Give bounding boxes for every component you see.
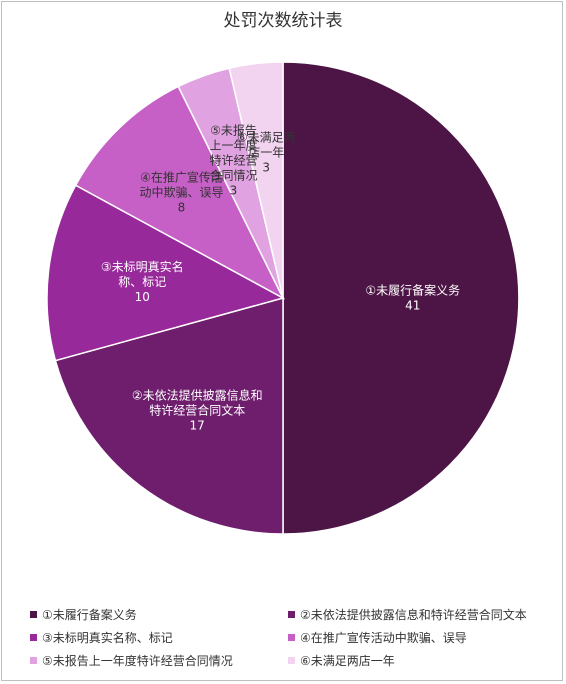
pie-slice-3 xyxy=(46,184,285,362)
legend-swatch xyxy=(30,634,37,641)
pie-slice-1 xyxy=(282,61,520,535)
legend-label: ⑤未报告上一年度特许经营合同情况 xyxy=(42,654,233,668)
pie-slice-2 xyxy=(54,297,284,535)
pie-chart: ①未履行备案义务 41 ②未依法提供披露信息和特许经营合同文本 17 ③未标明真实名称、… xyxy=(46,61,520,535)
legend-swatch xyxy=(288,611,295,618)
legend-item-1: ①未履行备案义务 xyxy=(30,606,137,623)
legend-label: ①未履行备案义务 xyxy=(42,608,137,622)
legend-label: ③未标明真实名称、标记 xyxy=(42,631,173,645)
legend-item-2: ②未依法提供披露信息和特许经营合同文本 xyxy=(288,606,527,623)
legend-item-3: ③未标明真实名称、标记 xyxy=(30,629,173,646)
legend-item-6: ⑥未满足两店一年 xyxy=(288,652,395,669)
chart-title: 处罚次数统计表 xyxy=(223,11,343,31)
slice-label-5: ⑤未报告上一年度特许经营合同情况 3 xyxy=(209,122,257,197)
legend-swatch xyxy=(30,611,37,618)
legend-swatch xyxy=(288,657,295,664)
legend-item-4: ④在推广宣传活动中欺骗、误导 xyxy=(288,629,467,646)
pie-slice-6 xyxy=(228,61,284,299)
legend-swatch xyxy=(30,657,37,664)
legend-label: ②未依法提供披露信息和特许经营合同文本 xyxy=(300,608,527,622)
slice-label-4: ④在推广宣传活动中欺骗、误导 8 xyxy=(139,170,223,215)
slice-label-6: ⑥未满足两店一年 3 xyxy=(237,131,296,175)
slice-label-3: ③未标明真实名称、标记 10 xyxy=(101,259,184,304)
legend-label: ⑥未满足两店一年 xyxy=(300,654,395,668)
slice-label-2: ②未依法提供披露信息和特许经营合同文本 17 xyxy=(132,388,263,433)
legend-label: ④在推广宣传活动中欺骗、误导 xyxy=(300,631,467,645)
slice-label-1: ①未履行备案义务 41 xyxy=(365,283,460,313)
legend-item-5: ⑤未报告上一年度特许经营合同情况 xyxy=(30,652,233,669)
pie-slice-4 xyxy=(74,85,285,300)
legend-swatch xyxy=(288,634,295,641)
